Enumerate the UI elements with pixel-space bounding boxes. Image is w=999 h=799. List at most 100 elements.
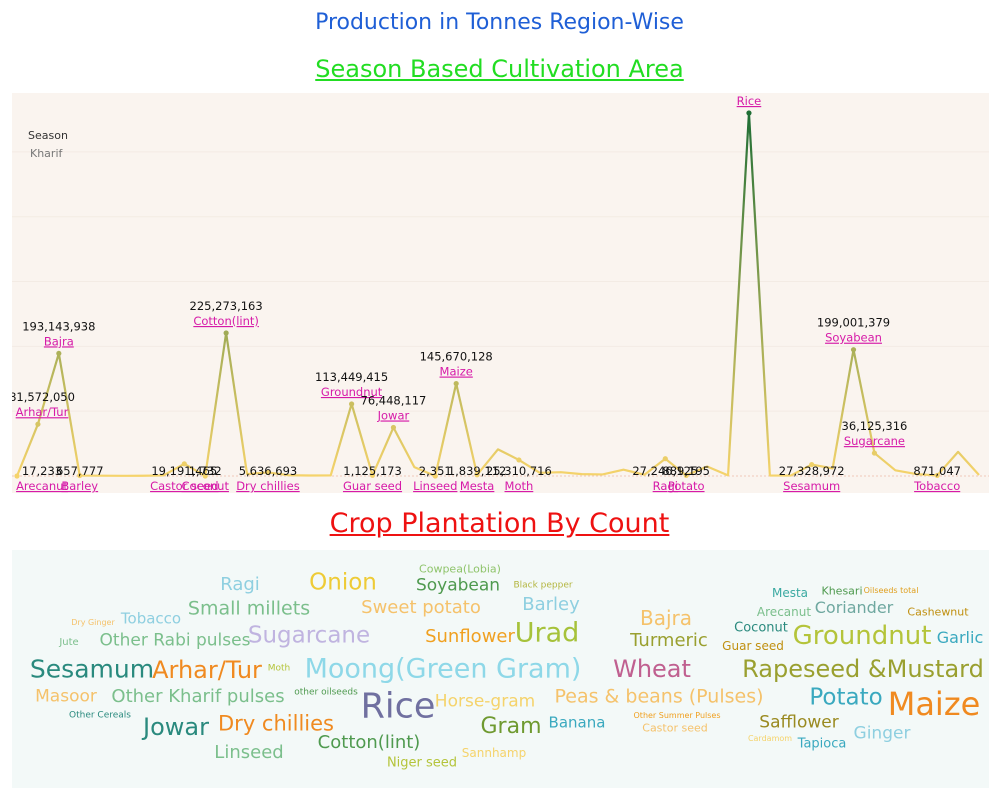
- line-chart-title: Season Based Cultivation Area: [315, 55, 684, 83]
- word-ragi: Ragi: [220, 574, 260, 595]
- word-cowpea-lobia: Cowpea(Lobia): [419, 562, 501, 576]
- data-point-moth[interactable]: [516, 457, 522, 463]
- data-point-coconut[interactable]: [202, 473, 208, 479]
- word-maize: Maize: [887, 685, 981, 723]
- word-cloud-panel: Cowpea(Lobia) Ragi Onion Soyabean Black pepp…: [12, 550, 989, 788]
- data-point-dry-chillies[interactable]: [265, 469, 271, 476]
- word-sesamum: Sesamum: [29, 654, 155, 684]
- word-wheat: Wheat: [613, 655, 691, 683]
- data-point-cotton-lint-[interactable]: [223, 330, 229, 336]
- word-niger-seed: Niger seed: [386, 755, 458, 771]
- data-point-soyabean[interactable]: [850, 347, 857, 353]
- word-cotton-lint: Cotton(lint): [317, 732, 421, 753]
- value-label: 25,310,716: [486, 464, 552, 478]
- data-point-bajra[interactable]: [56, 350, 62, 357]
- data-point-barley[interactable]: [77, 472, 83, 479]
- word-rapeseed-mustard: Rapeseed &Mustard: [742, 655, 984, 683]
- word-coconut: Coconut: [734, 620, 788, 636]
- line-chart-panel: Season Kharif 17,233 Arecanut 81,572,050 Ar…: [9, 79, 989, 493]
- word-arecanut: Arecanut: [756, 605, 812, 619]
- value-label: 1,732: [189, 464, 222, 478]
- category-label: Castor seed: [150, 479, 218, 493]
- word-sugarcane: Sugarcane: [247, 622, 371, 649]
- word-other-oilseeds: other oilseeds: [294, 687, 358, 698]
- category-label: Barley: [61, 479, 98, 493]
- word-other-rabi-pulses: Other Rabi pulses: [99, 630, 251, 651]
- word-ginger: Ginger: [853, 723, 911, 744]
- word-mesta: Mesta: [771, 586, 809, 600]
- category-label: Jowar: [377, 408, 410, 422]
- category-label: Groundnut: [321, 385, 383, 399]
- value-label: 113,449,415: [315, 370, 388, 384]
- word-safflower: Safflower: [759, 712, 839, 733]
- value-label: 225,273,163: [190, 299, 263, 313]
- value-label: 27,328,972: [779, 464, 845, 478]
- value-label: 2,351: [419, 464, 452, 478]
- word-rice: Rice: [360, 686, 436, 727]
- word-tapioca: Tapioca: [797, 736, 847, 752]
- value-label: 657,777: [56, 464, 104, 478]
- data-point-sesamum[interactable]: [809, 461, 815, 468]
- value-label: 81,572,050: [12, 390, 75, 404]
- word-guar-seed: Guar seed: [722, 639, 784, 653]
- category-label: Dry chillies: [236, 479, 300, 493]
- data-point-mesta[interactable]: [474, 472, 480, 478]
- legend-title: Season: [28, 129, 68, 142]
- chart-grid: [12, 151, 989, 412]
- word-cloud-title: Crop Plantation By Count: [329, 508, 670, 539]
- category-label: Guar seed: [343, 479, 402, 493]
- word-small-millets: Small millets: [187, 597, 311, 620]
- word-dry-ginger: Dry Ginger: [71, 618, 115, 627]
- data-point-potato[interactable]: [683, 472, 689, 479]
- data-point-linseed[interactable]: [432, 473, 438, 479]
- value-label: 36,125,316: [842, 419, 908, 433]
- value-label: 5,636,693: [239, 464, 298, 478]
- category-label: Rice: [737, 94, 762, 108]
- category-label: Tobacco: [913, 479, 960, 493]
- word-other-cereals: Other Cereals: [69, 710, 131, 721]
- data-point-maize[interactable]: [453, 380, 459, 387]
- category-label: Potato: [668, 479, 705, 493]
- word-jowar: Jowar: [143, 713, 209, 741]
- data-point-sugarcane[interactable]: [871, 450, 878, 456]
- word-masoor: Masoor: [35, 686, 97, 707]
- word-arhar-tur: Arhar/Tur: [152, 656, 262, 684]
- data-point-groundnut[interactable]: [349, 401, 355, 407]
- category-label: Maize: [440, 365, 473, 379]
- data-point-rice[interactable]: [746, 110, 752, 116]
- data-point-guar-seed[interactable]: [369, 472, 376, 478]
- value-label: 27,246,125: [632, 464, 698, 478]
- word-barley: Barley: [522, 594, 580, 615]
- word-onion: Onion: [309, 569, 377, 596]
- data-point-ragi[interactable]: [662, 456, 668, 462]
- category-label: Arecanut: [16, 479, 68, 493]
- word-castor-seed: Castor seed: [642, 721, 708, 735]
- category-label: Bajra: [44, 334, 74, 348]
- data-point-arecanut[interactable]: [14, 473, 20, 479]
- value-label: 145,670,128: [420, 350, 493, 364]
- category-label: Soyabean: [825, 331, 882, 345]
- category-label: Moth: [505, 479, 534, 493]
- category-label: Linseed: [413, 479, 457, 493]
- data-point-jowar[interactable]: [390, 424, 397, 431]
- word-black-pepper: Black pepper: [513, 580, 573, 591]
- category-label: Coconut: [181, 479, 229, 493]
- word-other-summer-pulses: Other Summer Pulses: [633, 711, 721, 720]
- word-sweet-potato: Sweet potato: [361, 597, 481, 618]
- data-point-castor-seed[interactable]: [181, 461, 187, 467]
- value-label: 19,191,465: [151, 464, 217, 478]
- word-peas-beans-pulses: Peas & beans (Pulses): [554, 685, 764, 708]
- value-label: 889,195: [662, 464, 710, 478]
- word-tobacco: Tobacco: [120, 609, 182, 628]
- data-point-tobacco[interactable]: [934, 472, 940, 479]
- data-point-arhar-tur[interactable]: [35, 421, 41, 427]
- main-title: Production in Tonnes Region-Wise: [315, 10, 684, 35]
- word-khesari: Khesari: [821, 584, 863, 598]
- word-soyabean: Soyabean: [415, 575, 501, 596]
- word-moth: Moth: [267, 663, 291, 674]
- value-label: 17,233: [22, 464, 62, 478]
- category-label: Ragi: [653, 479, 678, 493]
- word-dry-chillies: Dry chillies: [218, 711, 334, 736]
